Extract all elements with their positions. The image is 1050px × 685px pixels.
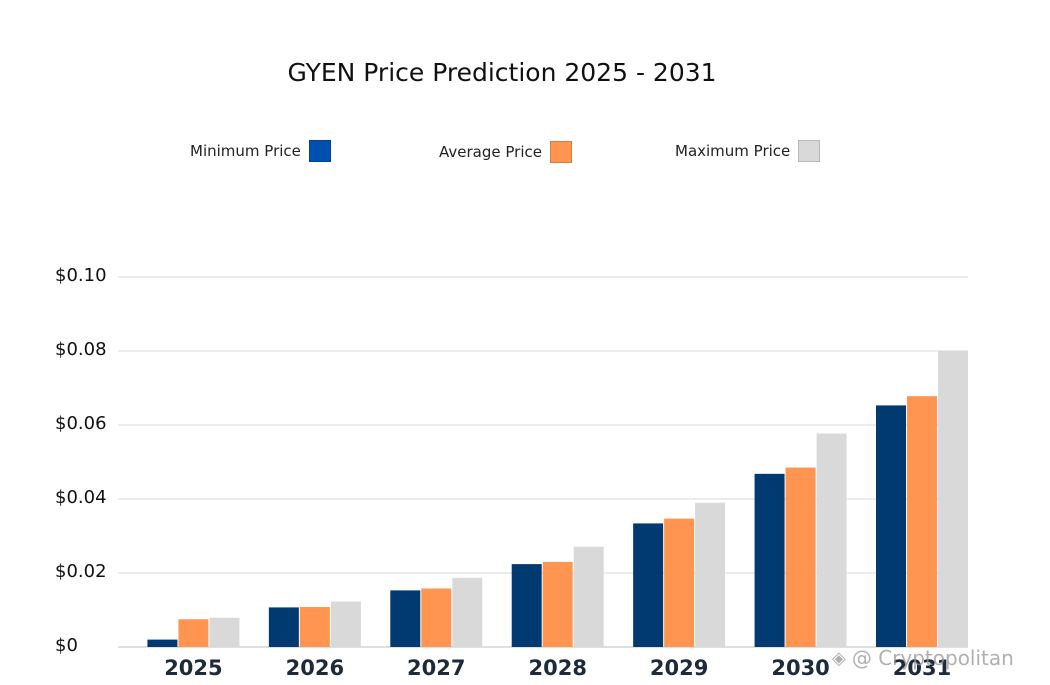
y-tick-label: $0.06 [55, 413, 107, 434]
bar-average-price-2028 [542, 561, 573, 647]
bar-maximum-price-2030 [816, 433, 847, 647]
x-tick-label: 2026 [286, 656, 344, 680]
y-tick-label: $0.10 [55, 265, 107, 286]
y-tick-label: $0 [55, 635, 78, 656]
bar-average-price-2030 [785, 467, 816, 647]
bar-maximum-price-2026 [330, 601, 361, 647]
bar-average-price-2027 [421, 588, 452, 647]
x-tick-label: 2029 [650, 656, 708, 680]
x-tick-label: 2031 [893, 656, 951, 680]
bar-maximum-price-2025 [209, 617, 240, 647]
x-tick-label: 2025 [164, 656, 222, 680]
y-tick-label: $0.02 [55, 561, 107, 582]
legend-label-average: Average Price [439, 143, 542, 161]
legend-label-maximum: Maximum Price [675, 142, 791, 160]
bar-minimum-price-2025 [147, 639, 178, 647]
bar-minimum-price-2029 [633, 523, 664, 647]
legend-item-maximum: Maximum Price [675, 140, 821, 162]
bar-minimum-price-2031 [876, 405, 906, 647]
bar-maximum-price-2027 [452, 577, 483, 647]
x-tick-label: 2027 [407, 656, 465, 680]
legend-swatch-average [549, 141, 572, 163]
x-tick-label: 2028 [528, 656, 586, 680]
watermark-text: @ Cryptopolitan [851, 646, 1014, 670]
bar-minimum-price-2027 [390, 590, 421, 647]
y-tick-label: $0.04 [55, 487, 107, 508]
legend-label-minimum: Minimum Price [190, 142, 301, 160]
bar-average-price-2031 [907, 396, 937, 647]
legend-swatch-minimum [308, 140, 331, 162]
binance-icon: ◈ [832, 647, 846, 669]
x-tick-label: 2030 [771, 656, 829, 680]
bar-average-price-2025 [178, 619, 209, 647]
legend-item-minimum: Minimum Price [190, 140, 331, 162]
bar-minimum-price-2026 [268, 607, 299, 647]
bar-minimum-price-2028 [511, 564, 542, 647]
legend-item-average: Average Price [439, 141, 572, 163]
bar-average-price-2026 [299, 607, 330, 647]
bar-average-price-2029 [664, 518, 695, 647]
chart-title: GYEN Price Prediction 2025 - 2031 [287, 58, 717, 87]
y-tick-label: $0.08 [55, 339, 107, 360]
bar-maximum-price-2028 [573, 546, 604, 647]
bar-maximum-price-2029 [695, 502, 726, 647]
legend-swatch-maximum [798, 140, 821, 162]
bar-minimum-price-2030 [754, 473, 785, 647]
watermark: ◈ @ Cryptopolitan [832, 646, 1014, 670]
bar-maximum-price-2031 [938, 351, 968, 647]
